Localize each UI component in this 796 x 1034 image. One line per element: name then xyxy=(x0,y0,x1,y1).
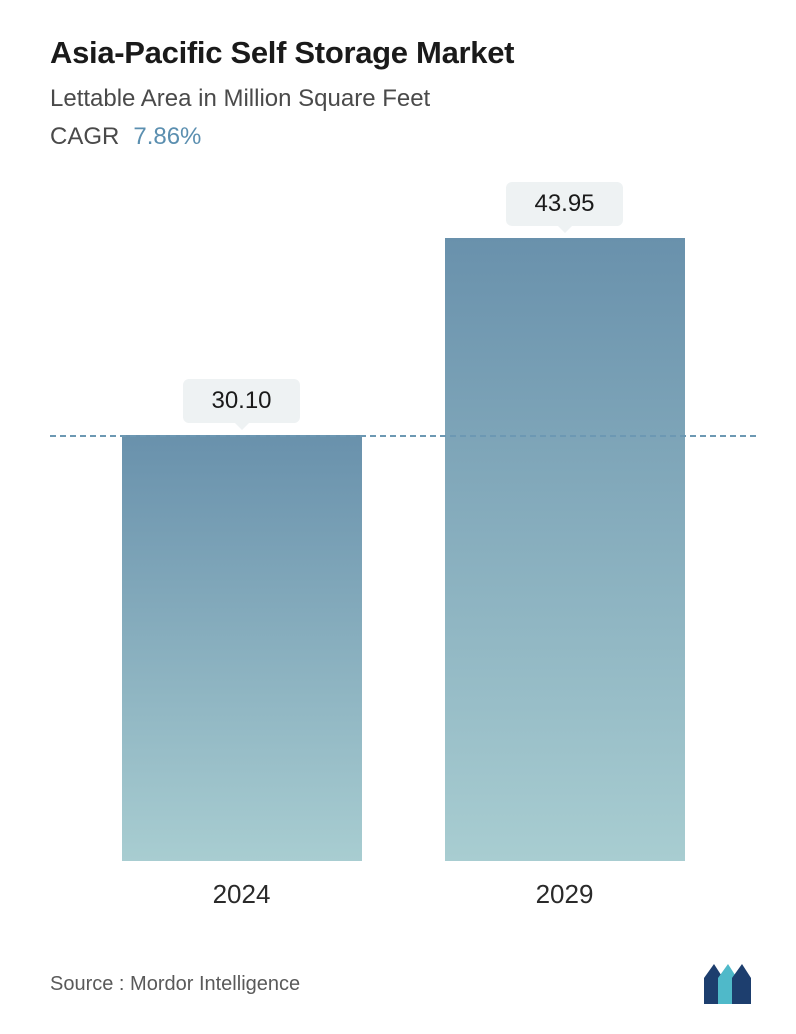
bar-group-0: 30.10 xyxy=(122,379,362,861)
value-badge-1: 43.95 xyxy=(506,182,622,226)
cagr-label: CAGR xyxy=(50,123,119,151)
cagr-value: 7.86% xyxy=(133,123,201,151)
bar-1 xyxy=(445,238,685,861)
bar-0 xyxy=(122,435,362,861)
value-badge-0: 30.10 xyxy=(183,379,299,423)
source-text: Source : Mordor Intelligence xyxy=(50,973,300,996)
chart-subtitle: Lettable Area in Million Square Feet xyxy=(50,85,756,113)
logo-path-3 xyxy=(732,964,751,1004)
cagr-row: CAGR 7.86% xyxy=(50,123,756,151)
x-label-0: 2024 xyxy=(122,879,362,910)
x-axis: 2024 2029 xyxy=(50,861,756,910)
x-label-1: 2029 xyxy=(445,879,685,910)
bar-group-1: 43.95 xyxy=(445,182,685,861)
chart-title: Asia-Pacific Self Storage Market xyxy=(50,35,756,71)
reference-line xyxy=(50,435,756,437)
chart-area: 30.10 43.95 2024 2029 xyxy=(50,181,756,926)
chart-container: Asia-Pacific Self Storage Market Lettabl… xyxy=(0,0,796,1034)
chart-plot: 30.10 43.95 xyxy=(50,181,756,861)
bars-row: 30.10 43.95 xyxy=(50,181,756,861)
logo-icon xyxy=(704,964,756,1004)
footer: Source : Mordor Intelligence xyxy=(50,946,756,1004)
